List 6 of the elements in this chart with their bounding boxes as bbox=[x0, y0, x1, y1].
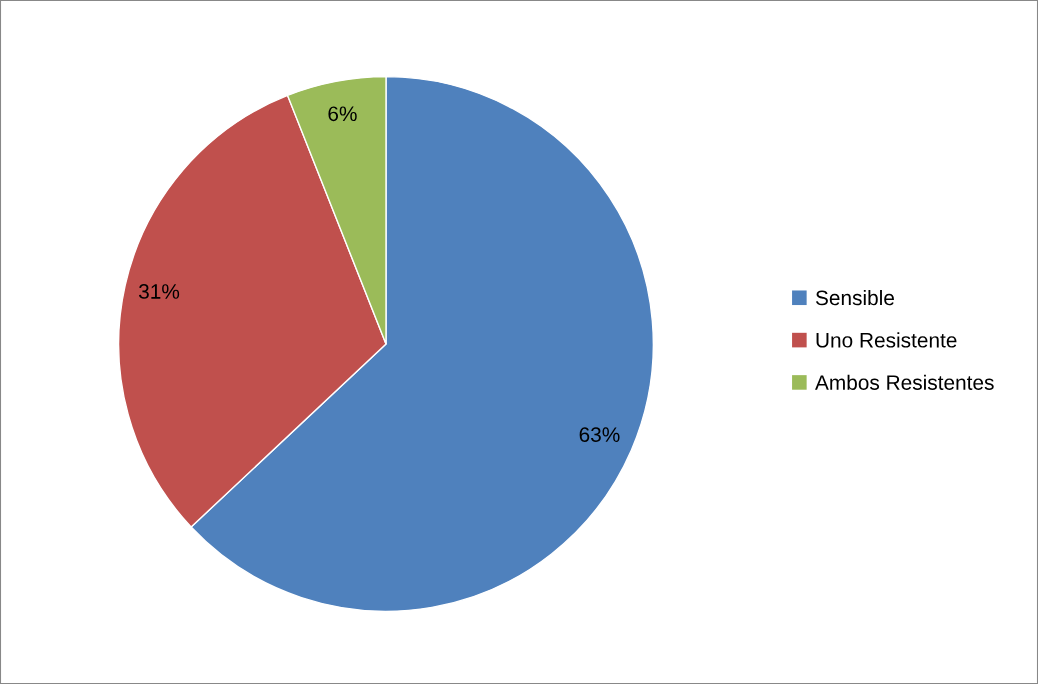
legend-label: Uno Resistente bbox=[816, 332, 957, 348]
data-label: 31% bbox=[138, 284, 180, 299]
legend-label: Sensible bbox=[815, 289, 894, 306]
data-label: 63% bbox=[579, 427, 620, 442]
legend-label: Ambos Resistentes bbox=[815, 374, 994, 390]
data-label: 6% bbox=[328, 106, 357, 122]
